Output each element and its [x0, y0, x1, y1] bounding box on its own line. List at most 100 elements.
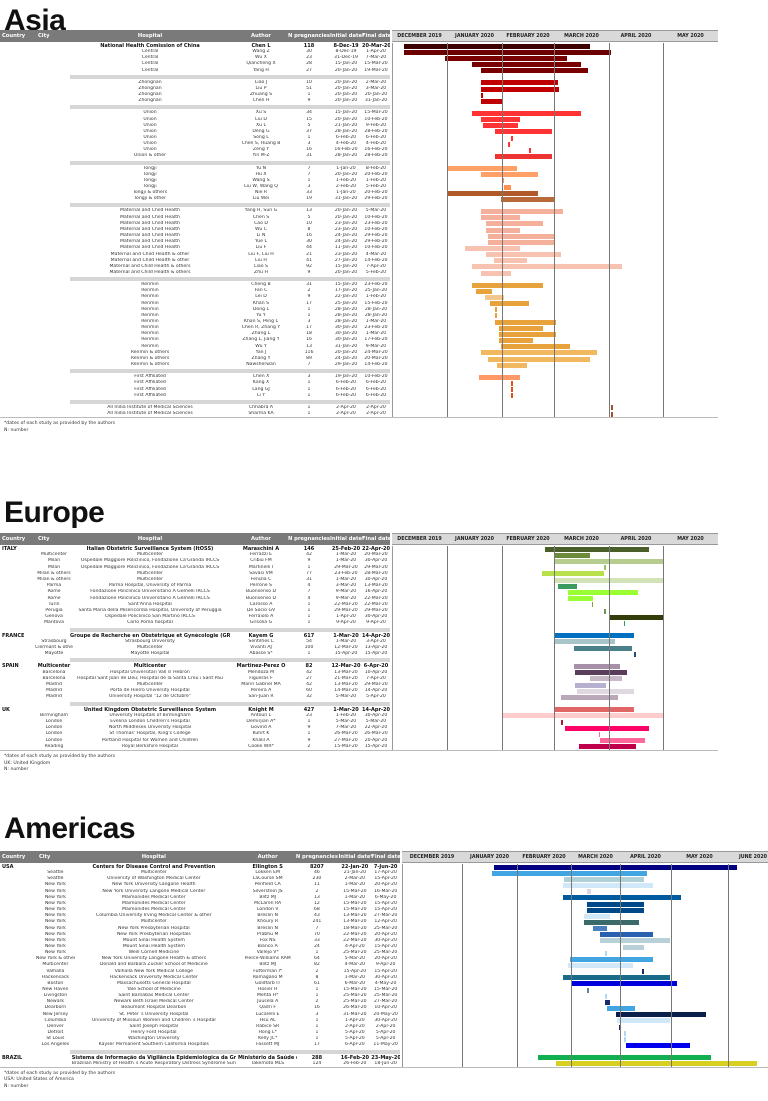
chart-left-axis [392, 546, 393, 750]
author-cell: Mehta H* [256, 993, 279, 999]
gantt-bar [537, 1055, 711, 1061]
city-cell: New York [44, 894, 66, 900]
table-row: FRANCE Groupe de Recherche en Obstétrique… [0, 633, 390, 639]
table-row: Zhongnan Liao J 10 20-Jan-20 2-Mar-20 [0, 80, 390, 86]
author-cell: Ferraiolo A [248, 614, 274, 620]
n-cell: 44 [306, 245, 312, 251]
end-cell: 6-Feb-20 [365, 380, 387, 386]
end-cell: 7-Apr-20 [366, 675, 386, 681]
end-cell: 20-Feb-20 [364, 171, 388, 177]
city-cell: Parma [46, 583, 62, 589]
start-cell: 30-Jan-20 [334, 331, 358, 337]
author-cell: Pereira A [250, 688, 272, 694]
table-bottom-rule [0, 750, 718, 751]
start-cell: 21-Jan-20 [343, 870, 367, 876]
end-cell: 15-Apr-20 [374, 876, 397, 882]
n-cell: 21 [306, 251, 312, 257]
table-row: Tongji Liu W, Wang Q 3 2-Feb-20 5-Feb-20 [0, 184, 390, 190]
city-cell: Mayotte [44, 651, 64, 657]
end-cell: 1-Mar-20 [365, 331, 387, 337]
hospital-cell: Renmin & others [130, 349, 170, 355]
start-cell: 1-Mar-20 [344, 882, 366, 888]
hospital-cell: St. Peter´s University Hospital [119, 1011, 189, 1017]
end-cell: 15-Apr-20 [374, 900, 397, 906]
hospital-cell: Union [143, 128, 157, 134]
table-row: Milan & others Multicenter Savasi VM 77 23-F… [0, 571, 390, 577]
table-row: Perugia Santa Maria della Misericordia Ho… [0, 608, 390, 614]
n-cell: 1 [307, 386, 311, 392]
gantt-bar [568, 590, 638, 595]
section-divider [70, 1049, 400, 1054]
table-row: Brazilian Ministry of Health´s Acute Res… [0, 1061, 400, 1067]
start-cell: 5-Mar-20 [335, 694, 357, 700]
city-cell: Boston [47, 980, 64, 986]
month-gridline [517, 864, 518, 1067]
city-cell: Multicenter [40, 552, 67, 558]
city-cell: New York [44, 919, 66, 925]
table-row: Strasbourg Strasbourg University Sentilhes… [0, 639, 390, 645]
table-row: New York Weill Cornell Medicine Vallejo V*… [0, 950, 400, 956]
end-cell: 18-Jun-20 [374, 1060, 397, 1066]
n-cell: 1 [307, 177, 311, 183]
n-cell: 230 [312, 876, 322, 882]
gantt-bar [493, 864, 738, 870]
city-cell: Madrid [46, 694, 62, 700]
table-header: Country City Hospital Author N pregnancies In… [0, 851, 403, 863]
gantt-bar [554, 577, 663, 583]
hospital-cell: Donald and Barbara Zucker School of Medi… [99, 962, 208, 968]
start-cell: 22-Mar-20 [334, 601, 358, 607]
n-cell: 23 [306, 55, 312, 61]
n-cell: 24 [313, 943, 320, 949]
gantt-bar [481, 270, 512, 276]
author-cell: Yin M-Z [252, 153, 270, 159]
table-row: London St Thomas' Hospital, King's Colleg… [0, 731, 390, 737]
start-cell: 22-Mar-20 [343, 937, 367, 943]
end-cell: 23-May-20 [371, 1054, 400, 1061]
gantt-bar [571, 981, 678, 987]
gantt-bar [498, 331, 556, 337]
section-divider [70, 74, 390, 79]
start-cell: 22-Mar-20 [343, 931, 367, 937]
start-cell: 24-Jan-20 [334, 355, 358, 361]
start-cell: 23-Jan-20 [334, 220, 358, 226]
month-label: JANUARY 2020 [455, 34, 494, 39]
gantt-bar [599, 938, 671, 944]
author-cell: Deng G [252, 128, 270, 134]
end-cell: 14-Feb-20 [364, 362, 388, 368]
table-row: Renmin & others Nawsherwan 7 29-Jan-20 14-Fe… [0, 362, 390, 368]
start-cell: 13-Mar-20 [334, 669, 358, 675]
start-cell: 8-Dec-19 [333, 43, 359, 49]
end-cell: 7-Jun-20 [373, 864, 398, 870]
n-cell: 9 [307, 98, 311, 104]
n-cell: 4 [307, 583, 311, 589]
hospital-cell: First Affiliated [134, 392, 166, 398]
start-cell: 20-Jan-20 [334, 98, 358, 104]
column-header: Country [2, 536, 26, 542]
gantt-bar [617, 1018, 671, 1024]
end-cell: 28-Jan-20 [364, 312, 388, 318]
end-cell: 30-Apr-20 [364, 577, 388, 582]
gantt-bar [611, 405, 613, 411]
gantt-bar [624, 1030, 627, 1036]
n-cell: 18 [306, 331, 312, 337]
city-cell: Barcelona [42, 675, 66, 681]
n-cell: 64 [313, 956, 320, 962]
hospital-cell: Multicenter [140, 919, 167, 925]
start-cell: 1-Mar-20 [344, 974, 366, 980]
end-cell: 15-Feb-20 [364, 300, 388, 306]
start-cell: 15-Jan-20 [334, 263, 358, 269]
start-cell: 6-Feb-20 [335, 380, 357, 386]
start-cell: 15-Apr-20 [343, 968, 367, 974]
end-cell: 29-Mar-20 [364, 564, 388, 570]
end-cell: 14-Apr-20 [362, 706, 390, 713]
hospital-cell: Henry Ford Hospital [131, 1030, 177, 1036]
n-cell: 70 [313, 931, 320, 937]
end-cell: 30-Apr-20 [364, 614, 388, 620]
month-gridline [609, 546, 610, 750]
n-cell: 100 [304, 645, 314, 650]
gantt-bar [587, 901, 644, 907]
table-row: New Haven Yale School of Medicine Hosier H… [0, 987, 400, 993]
table-row: First Affiliated Lang GJ 1 6-Feb-20 6-Feb-20 [0, 387, 390, 393]
hospital-cell: Portland Hospital for Women and Children [101, 737, 199, 743]
author-cell: Juusela A [257, 999, 279, 1005]
